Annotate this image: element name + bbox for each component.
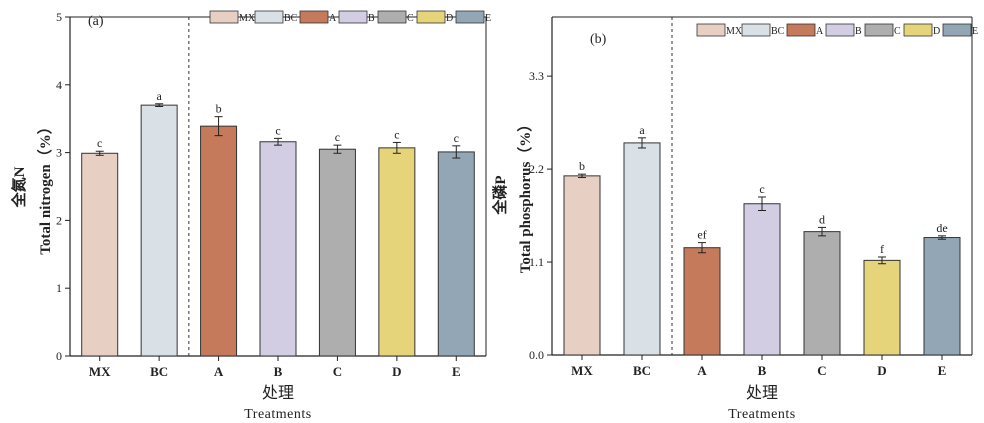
legend-swatch-c	[864, 23, 894, 37]
significance-label: c	[275, 123, 280, 137]
legend-swatch-d	[416, 10, 446, 24]
significance-label: c	[97, 136, 102, 150]
bar-c	[318, 148, 356, 357]
bar-e	[923, 237, 961, 356]
significance-label: b	[216, 102, 222, 116]
legend-swatch-a	[299, 10, 329, 24]
y-axis-label-en: Total phosphorus（%）	[516, 117, 534, 274]
x-tick-label-b: B	[758, 363, 767, 378]
y-axis-label-cn: 全氮N	[10, 166, 28, 208]
bar-bc	[623, 142, 661, 356]
y-tick-label: 2	[56, 213, 62, 227]
y-tick-label: 0.0	[529, 348, 544, 362]
significance-label: c	[335, 130, 340, 144]
legend-label-a: A	[329, 13, 337, 24]
bar-e	[437, 151, 475, 357]
x-tick-label-d: D	[877, 363, 886, 378]
legend-swatch-c	[377, 10, 407, 24]
panel-label: (b)	[590, 32, 607, 47]
bar-b	[743, 203, 781, 356]
bar-bc	[140, 104, 178, 357]
y-tick-label: 1	[56, 281, 62, 295]
significance-label: f	[880, 242, 884, 256]
y-tick-label: 5	[56, 10, 62, 24]
legend-swatch-mx	[696, 23, 726, 37]
significance-label: de	[936, 221, 947, 235]
legend-swatch-mx	[209, 10, 239, 24]
x-tick-label-a: A	[214, 364, 224, 379]
significance-label: c	[759, 182, 764, 196]
significance-label: b	[579, 159, 585, 173]
bar-b	[259, 141, 297, 357]
bar-d	[378, 147, 416, 357]
legend-label-d: D	[933, 26, 940, 37]
legend-swatch-b	[825, 23, 855, 37]
x-tick-label-c: C	[817, 363, 826, 378]
y-tick-label: 0	[56, 349, 62, 363]
y-tick-label: 4	[56, 78, 62, 92]
legend-label-e: E	[972, 26, 978, 37]
bar-mx	[81, 152, 119, 357]
bar-c	[803, 231, 841, 356]
x-axis-label-cn: 处理	[746, 384, 778, 402]
x-tick-label-e: E	[452, 364, 461, 379]
legend-label-mx: MX	[726, 26, 743, 37]
legend-label-a: A	[816, 26, 824, 37]
y-tick-label: 3	[56, 146, 62, 160]
panel-label: (a)	[88, 14, 104, 29]
significance-label: d	[819, 212, 825, 226]
x-tick-label-c: C	[333, 364, 342, 379]
x-tick-label-mx: MX	[89, 364, 111, 379]
x-tick-label-a: A	[697, 363, 707, 378]
x-tick-label-bc: BC	[633, 363, 651, 378]
legend-label-b: B	[855, 26, 862, 37]
significance-label: a	[639, 123, 645, 137]
significance-label: c	[454, 131, 459, 145]
legend-swatch-a	[786, 23, 816, 37]
legend-label-b: B	[368, 13, 375, 24]
legend-swatch-bc	[254, 10, 284, 24]
x-tick-label-d: D	[392, 364, 401, 379]
bar-a	[683, 247, 721, 356]
x-tick-label-bc: BC	[150, 364, 168, 379]
bar-d	[863, 259, 901, 356]
bar-mx	[563, 175, 601, 356]
legend-label-d: D	[446, 13, 453, 24]
legend-swatch-e	[455, 10, 485, 24]
y-tick-label: 1.1	[529, 255, 544, 269]
legend-label-e: E	[485, 13, 491, 24]
x-axis-label-en: Treatments	[244, 407, 311, 422]
legend-label-c: C	[894, 26, 901, 37]
x-axis-label-en: Treatments	[728, 407, 795, 422]
significance-label: ef	[697, 228, 706, 242]
legend-swatch-e	[942, 23, 972, 37]
legend-swatch-d	[903, 23, 933, 37]
legend-label-bc: BC	[771, 26, 785, 37]
legend-swatch-bc	[741, 23, 771, 37]
bar-a	[200, 125, 238, 357]
x-tick-label-e: E	[938, 363, 947, 378]
x-tick-label-b: B	[274, 364, 283, 379]
legend-label-c: C	[407, 13, 414, 24]
legend-swatch-b	[338, 10, 368, 24]
y-tick-label: 3.3	[529, 69, 544, 83]
significance-label: a	[156, 89, 162, 103]
y-axis-label-en: Total nitrogen（%）	[36, 119, 54, 254]
legend-label-mx: MX	[239, 13, 256, 24]
x-tick-label-mx: MX	[571, 363, 593, 378]
significance-label: c	[394, 127, 399, 141]
legend-label-bc: BC	[284, 13, 298, 24]
y-tick-label: 2.2	[529, 162, 544, 176]
y-axis-label-cn: 全磷P	[491, 175, 509, 215]
x-axis-label-cn: 处理	[262, 384, 294, 402]
